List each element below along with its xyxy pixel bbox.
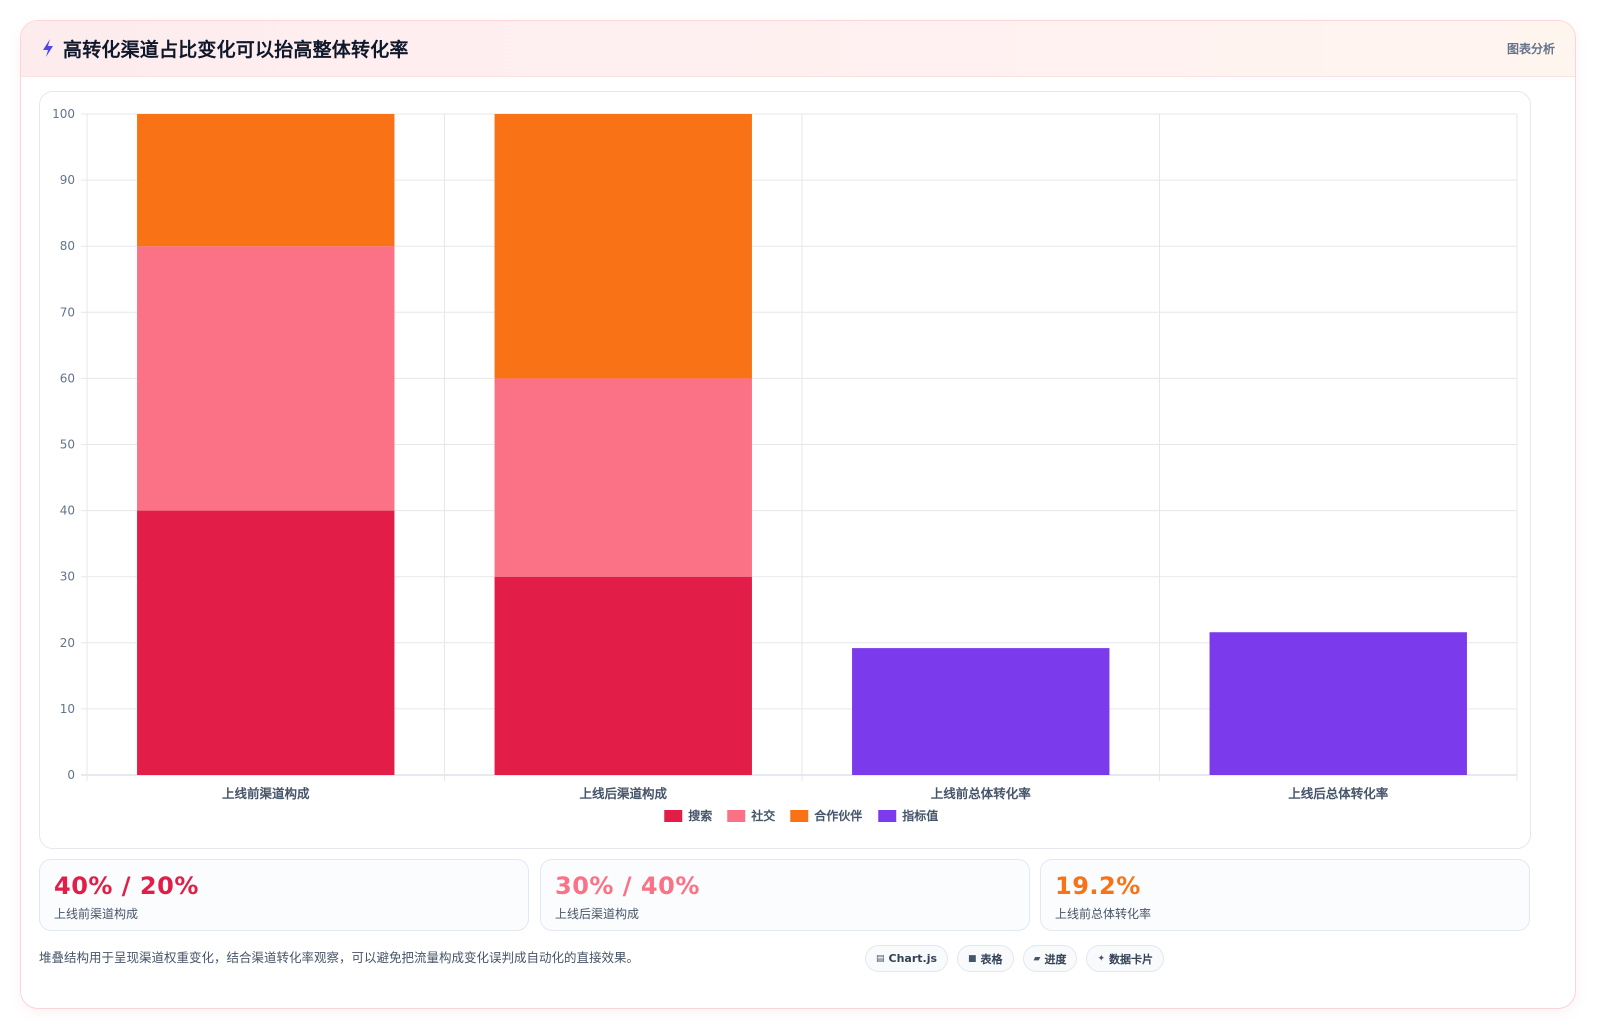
legend-label: 搜索 — [688, 808, 712, 823]
y-tick-label: 50 — [60, 438, 75, 452]
stat-value: 19.2% — [1055, 872, 1141, 900]
y-tick-label: 30 — [60, 570, 75, 584]
tag-progress[interactable]: ▰ 进度 — [1022, 945, 1078, 972]
x-tick-label: 上线前总体转化率 — [931, 786, 1032, 801]
bar-segment — [137, 510, 395, 775]
y-tick-label: 90 — [60, 173, 75, 187]
y-tick-label: 70 — [60, 305, 75, 319]
stat-card-before-rate: 19.2% 上线前总体转化率 — [1040, 859, 1530, 931]
stat-card-before-mix: 40% / 20% 上线前渠道构成 — [39, 859, 529, 931]
legend-label: 社交 — [750, 808, 775, 823]
tag-data-card[interactable]: ✦ 数据卡片 — [1086, 945, 1165, 972]
tag-label: Chart.js — [888, 952, 938, 965]
legend-label: 指标值 — [902, 808, 938, 823]
y-tick-label: 80 — [60, 239, 75, 253]
stacked-bar-chart: 0 10 20 30 40 50 60 70 80 90 100 上线前渠道构成 上线后渠道构成 上线前总… — [52, 107, 1518, 823]
lightning-bolt-icon — [43, 39, 53, 57]
stat-label: 上线前总体转化率 — [1055, 907, 1152, 921]
sparkle-icon: ✦ — [1097, 953, 1106, 964]
legend-swatch — [790, 810, 809, 822]
bar-segment — [852, 648, 1110, 775]
legend-swatch — [664, 810, 683, 822]
footnote: 堆叠结构用于呈现渠道权重变化，结合渠道转化率观察，可以避免把流量构成变化误判成自… — [39, 950, 640, 965]
chart-icon: ▤ — [876, 953, 885, 964]
legend-swatch — [727, 810, 746, 822]
x-tick-label: 上线后总体转化率 — [1288, 786, 1389, 801]
chart-panel: 0 10 20 30 40 50 60 70 80 90 100 上线前渠道构成 上线后渠道构成 上线前总… — [39, 91, 1531, 849]
progress-icon: ▰ — [1033, 953, 1041, 964]
tag-label: 进度 — [1044, 952, 1067, 966]
x-tick-label: 上线后渠道构成 — [579, 786, 667, 801]
y-tick-label: 100 — [52, 107, 75, 121]
bar-segment — [494, 378, 752, 577]
stat-label: 上线后渠道构成 — [555, 907, 640, 921]
tag-chartjs[interactable]: ▤ Chart.js — [865, 945, 949, 972]
tag-list: ▤ Chart.js ■ 表格 ▰ 进度 ✦ 数据卡片 — [865, 945, 1165, 972]
y-tick-label: 10 — [60, 702, 75, 716]
stat-label: 上线前渠道构成 — [54, 907, 139, 921]
tag-label: 表格 — [980, 952, 1003, 966]
y-tick-label: 0 — [67, 768, 75, 782]
table-icon: ■ — [968, 953, 977, 964]
y-tick-label: 40 — [60, 504, 75, 518]
y-tick-label: 20 — [60, 636, 75, 650]
x-tick-label: 上线前渠道构成 — [222, 786, 310, 801]
page-title: 高转化渠道占比变化可以抬高整体转化率 — [63, 39, 409, 61]
stat-value: 30% / 40% — [555, 872, 700, 900]
tag-table[interactable]: ■ 表格 — [957, 945, 1014, 972]
tag-label: 数据卡片 — [1109, 952, 1154, 966]
chart-card: 高转化渠道占比变化可以抬高整体转化率 图表分析 0 10 20 30 40 50 60 70 8… — [20, 20, 1576, 1009]
bar-segment — [494, 576, 752, 775]
chart-analysis-label: 图表分析 — [1506, 42, 1555, 56]
legend-label: 合作伙伴 — [814, 808, 862, 823]
legend-swatch — [878, 810, 897, 822]
card-header: 高转化渠道占比变化可以抬高整体转化率 图表分析 — [21, 21, 1575, 77]
y-tick-label: 60 — [60, 371, 75, 385]
bar-segment — [137, 246, 395, 511]
bar-segment — [137, 114, 395, 247]
stat-card-after-mix: 30% / 40% 上线后渠道构成 — [540, 859, 1030, 931]
bar-segment — [1209, 632, 1467, 775]
stat-value: 40% / 20% — [54, 872, 199, 900]
bar-segment — [494, 114, 752, 379]
